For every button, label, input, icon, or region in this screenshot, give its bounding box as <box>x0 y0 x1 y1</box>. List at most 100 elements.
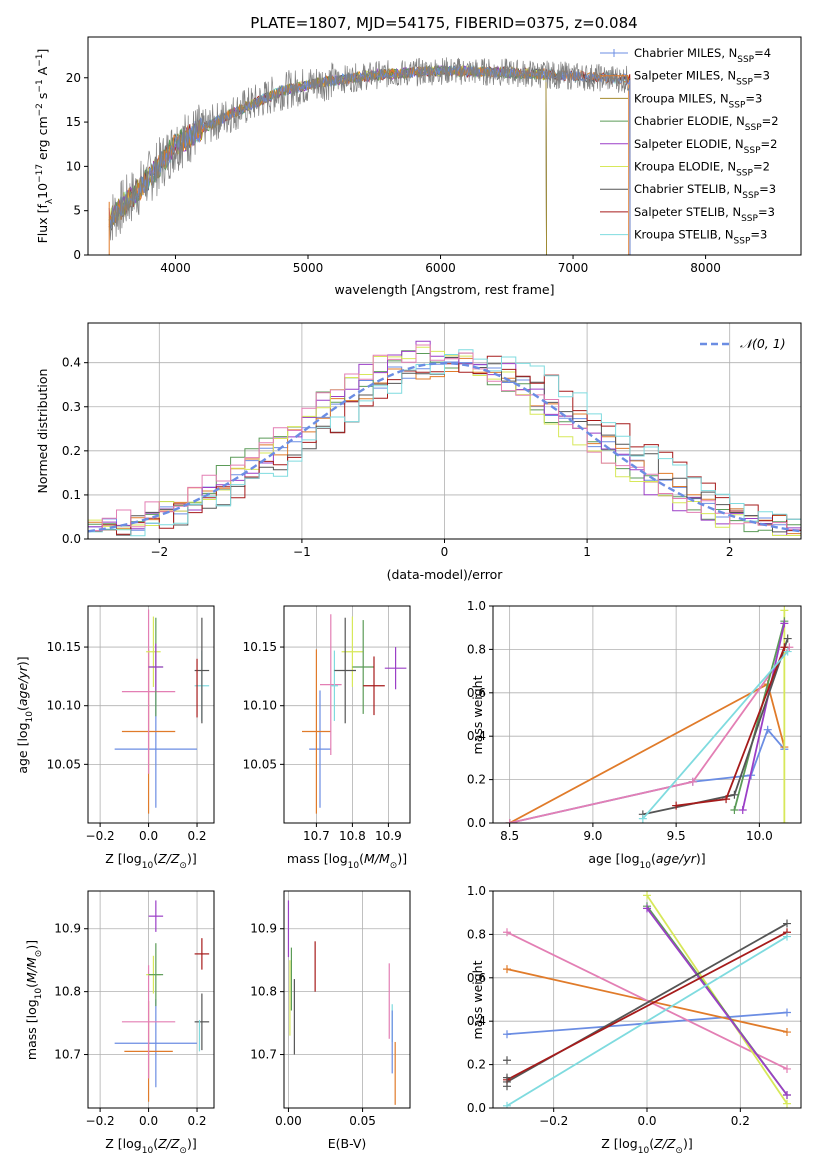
y-tick-label: 0.6 <box>467 971 486 985</box>
legend-label: Kroupa MILES, NSSP=3 <box>634 91 762 110</box>
label-part: ] <box>35 49 50 54</box>
series-marker <box>783 1064 791 1073</box>
label-part: )] <box>187 851 197 866</box>
histogram-steps <box>88 346 801 536</box>
label-part: Z/Z <box>653 1136 676 1151</box>
series-marker <box>503 1101 511 1108</box>
y-tick-label: 10.8 <box>54 985 81 999</box>
series-line <box>509 646 791 823</box>
series-line <box>646 907 788 1096</box>
legend-entry: Chabrier ELODIE, NSSP=2 <box>600 114 779 133</box>
y-tick-label: 10.15 <box>243 640 277 654</box>
x-axis-label: Z [log10(Z/Z⊙)] <box>601 1136 692 1156</box>
x-tick-label: 0.0 <box>139 1114 158 1128</box>
label-part: SSP <box>742 191 759 201</box>
series-marker <box>780 606 789 615</box>
x-tick-label: 0 <box>441 545 449 559</box>
label-part: SSP <box>745 123 762 133</box>
data-point <box>148 943 164 1007</box>
plot-area <box>108 57 631 255</box>
legend-label: Chabrier ELODIE, NSSP=2 <box>634 114 779 133</box>
axes-frame <box>87 36 802 256</box>
plot-area <box>505 606 794 823</box>
label-part: Z/Z <box>157 851 180 866</box>
legend-entry: Salpeter STELIB, NSSP=3 <box>600 205 775 224</box>
label-part: 10 <box>142 1146 154 1156</box>
label-part: SSP <box>744 146 761 156</box>
y-tick-label: 10.8 <box>250 985 277 999</box>
label-part: Chabrier ELODIE, N <box>634 114 745 128</box>
axes-frame <box>492 890 802 1109</box>
series-marker <box>505 819 514 823</box>
model-spectrum-line <box>108 64 631 255</box>
y-tick-label: 0.2 <box>467 1058 486 1072</box>
label-part: ( <box>359 851 364 866</box>
label-part: s <box>35 93 50 104</box>
y-tick-label: 0.4 <box>467 729 486 743</box>
series-marker <box>783 634 792 643</box>
label-part: 10 <box>638 1146 650 1156</box>
label-part: −1 <box>35 79 45 92</box>
axes-frame <box>492 605 802 824</box>
series-line <box>506 931 788 1081</box>
label-part: =3 <box>745 91 762 105</box>
series-marker <box>503 1082 511 1091</box>
histogram-steps <box>88 344 801 531</box>
data-point <box>148 643 164 691</box>
legend-label: Salpeter ELODIE, NSSP=2 <box>634 137 777 156</box>
plot-area <box>114 900 210 1102</box>
label-part: Chabrier STELIB, N <box>634 182 742 196</box>
plot-area <box>302 614 407 814</box>
model-spectrum-line <box>108 65 630 255</box>
axes-frame <box>283 890 411 1109</box>
label-part: =3 <box>759 182 776 196</box>
legend-label: 𝒩(0, 1) <box>740 336 786 351</box>
y-tick-label: 0.1 <box>62 488 81 502</box>
series-marker <box>688 777 697 786</box>
axes-frame <box>283 605 411 824</box>
axes-frame <box>87 322 802 540</box>
label-part: Salpeter STELIB, N <box>634 205 741 219</box>
series-line <box>741 623 786 811</box>
label-part: =2 <box>762 114 779 128</box>
label-part: ⊙ <box>179 1146 187 1156</box>
series-marker <box>780 643 789 652</box>
label-part: Flux [f <box>35 204 50 244</box>
x-tick-label: −0.2 <box>86 1114 115 1128</box>
data-point <box>121 965 176 1079</box>
model-spectrum-line <box>108 65 631 255</box>
data-point <box>352 620 374 714</box>
mass-vs-extinction-panel: 0.00 0.05 10.7 10.8 10.9 E(B-V) <box>250 890 411 1151</box>
label-part: erg cm <box>35 116 50 164</box>
series-marker <box>503 1030 511 1039</box>
label-part: )] <box>15 656 30 666</box>
series-line <box>506 931 788 1070</box>
label-part: ⊙ <box>390 861 398 871</box>
label-part: )] <box>187 1136 197 1151</box>
label-part: ( <box>15 706 30 711</box>
mass-weight-vs-metallicity-panel: −0.2 0.0 0.2 0.0 0.2 0.4 0.6 0.8 1.0 Z [log10(Z/Z… <box>467 884 802 1156</box>
x-axis-label: E(B-V) <box>328 1136 367 1151</box>
label-part: age [log <box>588 851 639 866</box>
y-tick-label: 20 <box>66 71 81 85</box>
legend-entry: Kroupa STELIB, NSSP=3 <box>600 228 767 247</box>
y-tick-label: 0.0 <box>467 816 486 830</box>
x-tick-label: 8000 <box>690 261 721 275</box>
y-tick-label: 0.6 <box>467 686 486 700</box>
plot-area <box>114 609 210 814</box>
data-point <box>334 617 356 724</box>
label-part: age/yr <box>656 851 697 866</box>
x-tick-label: 1 <box>583 545 591 559</box>
data-point <box>363 656 385 716</box>
label-part: 10 <box>35 183 50 199</box>
label-part: Z/Z <box>157 1136 180 1151</box>
series-marker <box>638 814 647 823</box>
x-tick-label: −0.2 <box>86 829 115 843</box>
label-part: −17 <box>35 164 45 183</box>
label-part: ⊙ <box>675 1146 683 1156</box>
legend-label: Salpeter STELIB, NSSP=3 <box>634 205 775 224</box>
y-axis-label: Flux [fλ10−17 erg cm−2 s−1 A−1] <box>35 49 55 244</box>
label-part: =3 <box>753 69 770 83</box>
series-marker <box>780 819 789 823</box>
